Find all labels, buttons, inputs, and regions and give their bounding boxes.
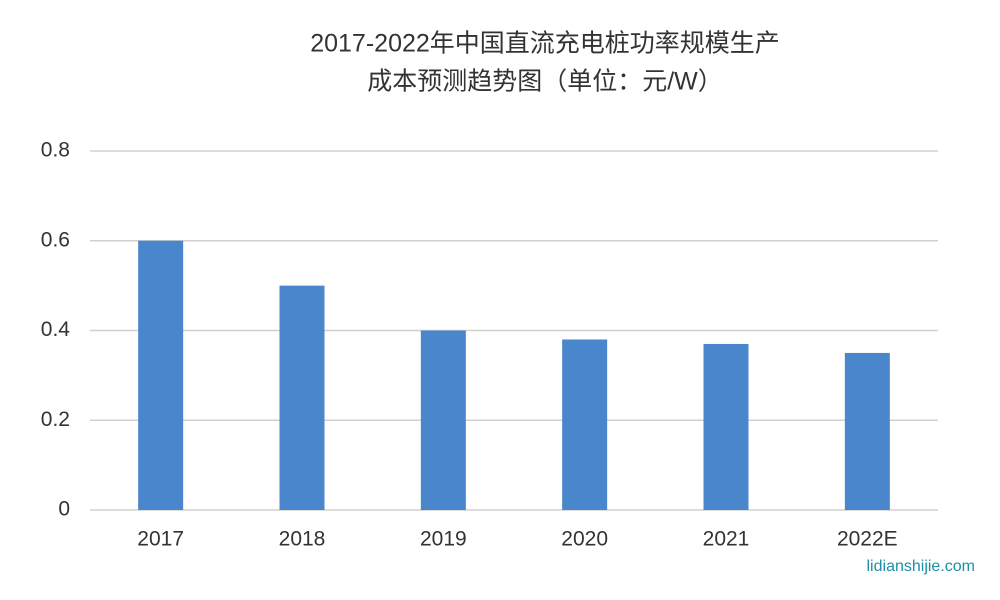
- y-tick-label: 0.8: [41, 139, 70, 162]
- y-tick-label: 0: [58, 498, 70, 521]
- y-tick-label: 0.2: [41, 408, 70, 431]
- x-tick-label: 2021: [703, 528, 750, 551]
- chart-title: 成本预测趋势图（单位：元/W）: [367, 68, 723, 96]
- bar: [703, 343, 749, 510]
- bar: [844, 352, 890, 510]
- x-tick-label: 2022E: [837, 528, 898, 551]
- watermark: lidianshijie.com: [867, 558, 976, 575]
- bar: [420, 330, 466, 510]
- bar: [138, 240, 184, 510]
- chart-title: 2017-2022年中国直流充电桩功率规模生产: [310, 30, 780, 58]
- x-tick-label: 2019: [420, 528, 467, 551]
- x-tick-label: 2018: [279, 528, 326, 551]
- y-tick-label: 0.4: [41, 318, 71, 341]
- bar: [279, 285, 325, 510]
- bar: [562, 339, 608, 510]
- y-tick-label: 0.6: [41, 228, 70, 251]
- x-tick-label: 2020: [561, 528, 608, 551]
- x-tick-label: 2017: [137, 528, 184, 551]
